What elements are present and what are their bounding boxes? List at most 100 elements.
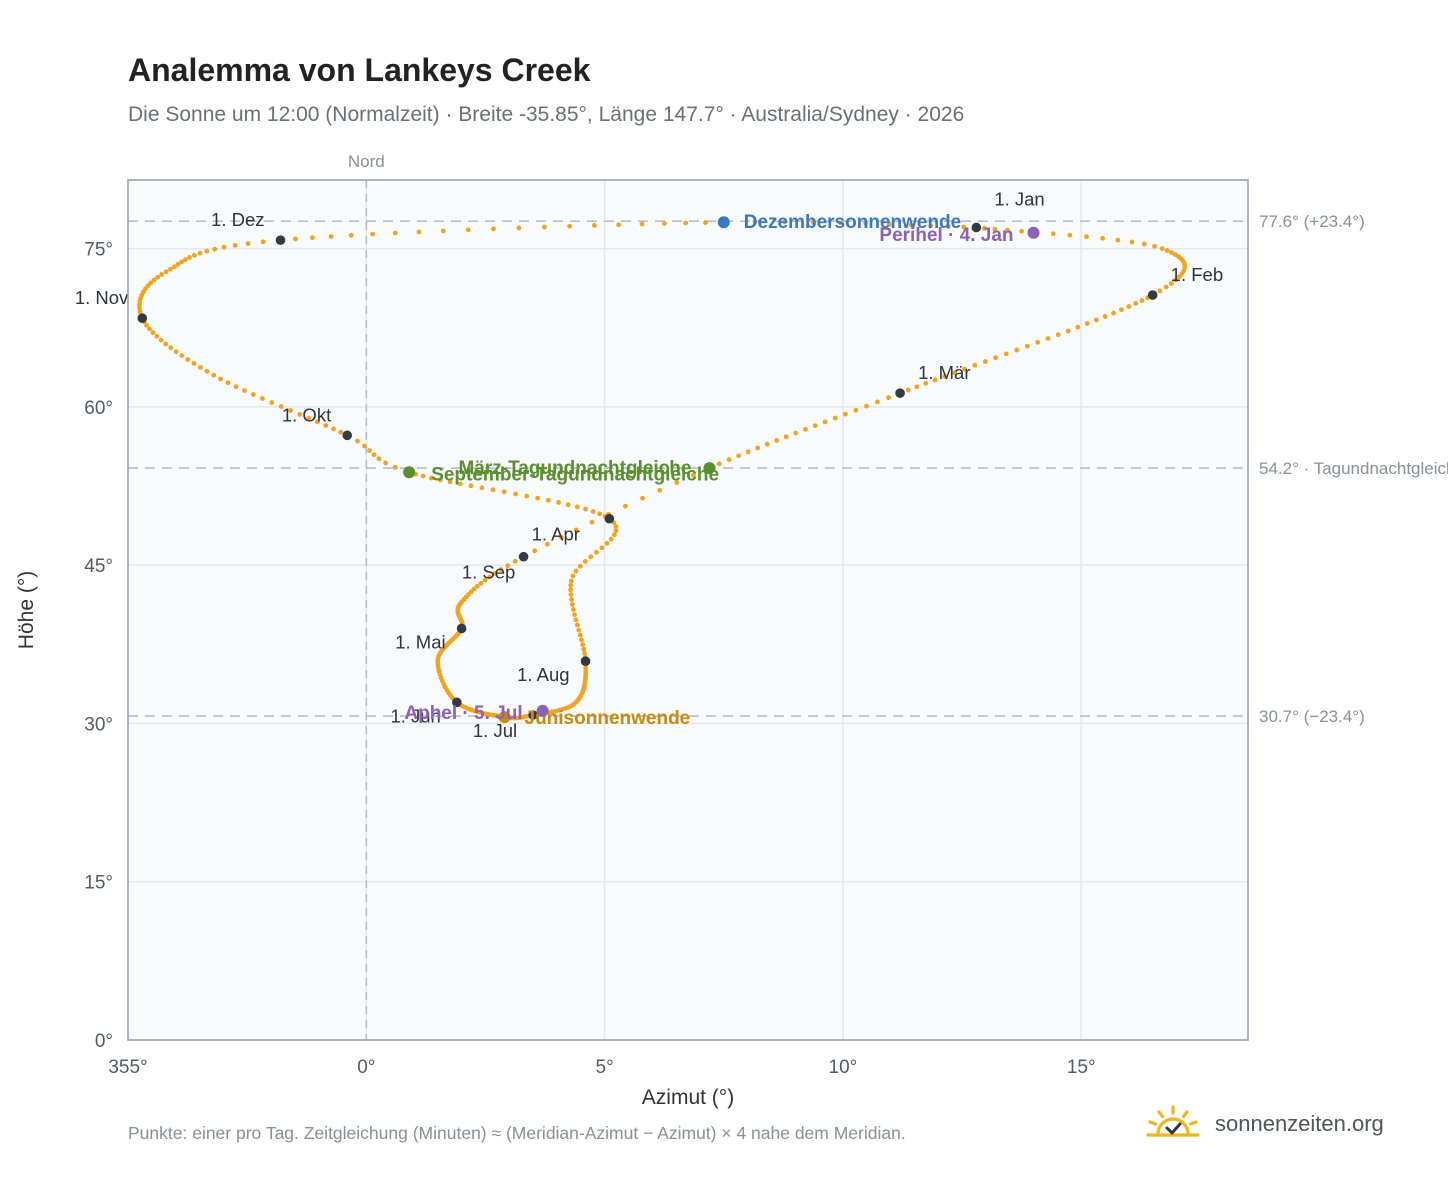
day-point bbox=[465, 227, 471, 233]
day-point bbox=[524, 493, 530, 499]
day-point bbox=[144, 322, 149, 328]
day-point bbox=[908, 222, 914, 228]
day-point bbox=[1100, 235, 1106, 241]
day-point bbox=[568, 582, 574, 588]
day-point bbox=[187, 255, 192, 260]
day-point bbox=[945, 224, 951, 229]
day-point bbox=[1075, 324, 1081, 330]
y-axis-label: Höhe (°) bbox=[15, 571, 38, 649]
day-point bbox=[501, 489, 507, 495]
day-point bbox=[657, 487, 663, 493]
day-point bbox=[512, 558, 518, 564]
day-point bbox=[545, 497, 551, 503]
day-point bbox=[479, 485, 485, 491]
day-point bbox=[1126, 304, 1132, 309]
day-point bbox=[574, 504, 580, 510]
day-point bbox=[1176, 274, 1182, 280]
day-point bbox=[204, 248, 210, 254]
day-point bbox=[420, 473, 426, 479]
day-point bbox=[233, 384, 239, 390]
day-point bbox=[155, 274, 161, 280]
day-point bbox=[490, 487, 496, 493]
event-marker bbox=[403, 466, 416, 479]
day-point bbox=[154, 333, 160, 339]
day-point bbox=[1133, 301, 1139, 306]
day-point bbox=[842, 411, 848, 417]
day-point bbox=[491, 226, 496, 232]
day-point bbox=[583, 665, 589, 671]
day-point bbox=[972, 362, 978, 368]
day-point bbox=[736, 453, 742, 459]
day-point bbox=[250, 392, 256, 397]
day-point bbox=[457, 481, 463, 487]
day-point bbox=[328, 234, 334, 239]
event-marker bbox=[717, 216, 730, 229]
day-point bbox=[1035, 339, 1041, 345]
day-point bbox=[597, 511, 602, 517]
day-point bbox=[1119, 307, 1124, 313]
day-point bbox=[392, 230, 398, 236]
day-point bbox=[544, 541, 550, 547]
day-point bbox=[683, 220, 689, 226]
day-point bbox=[211, 372, 217, 378]
day-point bbox=[191, 252, 197, 258]
day-point bbox=[1005, 227, 1010, 233]
event-label: Dezembersonnenwende bbox=[744, 212, 962, 233]
day-point bbox=[803, 426, 808, 432]
day-point bbox=[1014, 347, 1020, 353]
event-marker bbox=[536, 704, 549, 717]
month-point bbox=[452, 697, 462, 708]
brand[interactable]: sonnenzeiten.org bbox=[1145, 1100, 1384, 1148]
day-point bbox=[225, 380, 231, 386]
day-point bbox=[793, 430, 799, 436]
day-point bbox=[993, 355, 999, 361]
day-point bbox=[592, 223, 597, 228]
x-tick-label: 355° bbox=[108, 1057, 147, 1078]
day-point bbox=[168, 266, 173, 272]
day-point bbox=[348, 232, 354, 238]
day-point bbox=[163, 269, 169, 275]
month-label: 1. Jun bbox=[390, 705, 440, 726]
day-point bbox=[1019, 228, 1024, 234]
day-point bbox=[355, 438, 360, 444]
day-point bbox=[572, 612, 577, 618]
month-label: 1. Apr bbox=[532, 524, 580, 545]
day-point bbox=[886, 221, 892, 227]
month-point bbox=[456, 623, 467, 634]
month-label: 1. Nov bbox=[75, 287, 129, 308]
day-point bbox=[1024, 343, 1030, 349]
day-point bbox=[447, 479, 453, 485]
month-label: 1. Okt bbox=[282, 404, 331, 425]
day-point bbox=[288, 408, 293, 413]
brand-name[interactable]: sonnenzeiten.org bbox=[1215, 1111, 1384, 1136]
reference-line-label: 77.6° (+23.4°) bbox=[1259, 212, 1365, 231]
day-point bbox=[874, 399, 880, 405]
month-label: 1. Mär bbox=[918, 362, 970, 383]
day-point bbox=[171, 264, 177, 270]
day-point bbox=[582, 651, 588, 656]
day-point bbox=[755, 445, 761, 451]
day-point bbox=[569, 602, 575, 607]
sun-check-logo-icon bbox=[1146, 1105, 1200, 1137]
event-marker bbox=[1027, 226, 1040, 239]
reference-line-label: 30.7° (−23.4°) bbox=[1259, 707, 1365, 726]
day-point bbox=[864, 403, 869, 409]
month-point bbox=[528, 710, 538, 720]
day-point bbox=[1094, 317, 1099, 323]
day-point bbox=[608, 536, 614, 542]
day-point bbox=[150, 330, 156, 335]
day-point bbox=[487, 574, 493, 580]
day-point bbox=[569, 597, 574, 602]
chart-subtitle: Die Sonne um 12:00 (Normalzeit) · Breite… bbox=[128, 103, 965, 126]
day-point bbox=[362, 443, 367, 449]
day-point bbox=[764, 441, 770, 447]
event-marker bbox=[703, 462, 716, 475]
day-point bbox=[191, 361, 197, 366]
day-point bbox=[474, 583, 480, 589]
meridian-label: Nord bbox=[348, 152, 385, 171]
month-point bbox=[971, 222, 982, 233]
day-point bbox=[573, 568, 579, 574]
day-point bbox=[981, 225, 987, 231]
month-point bbox=[1147, 290, 1158, 300]
